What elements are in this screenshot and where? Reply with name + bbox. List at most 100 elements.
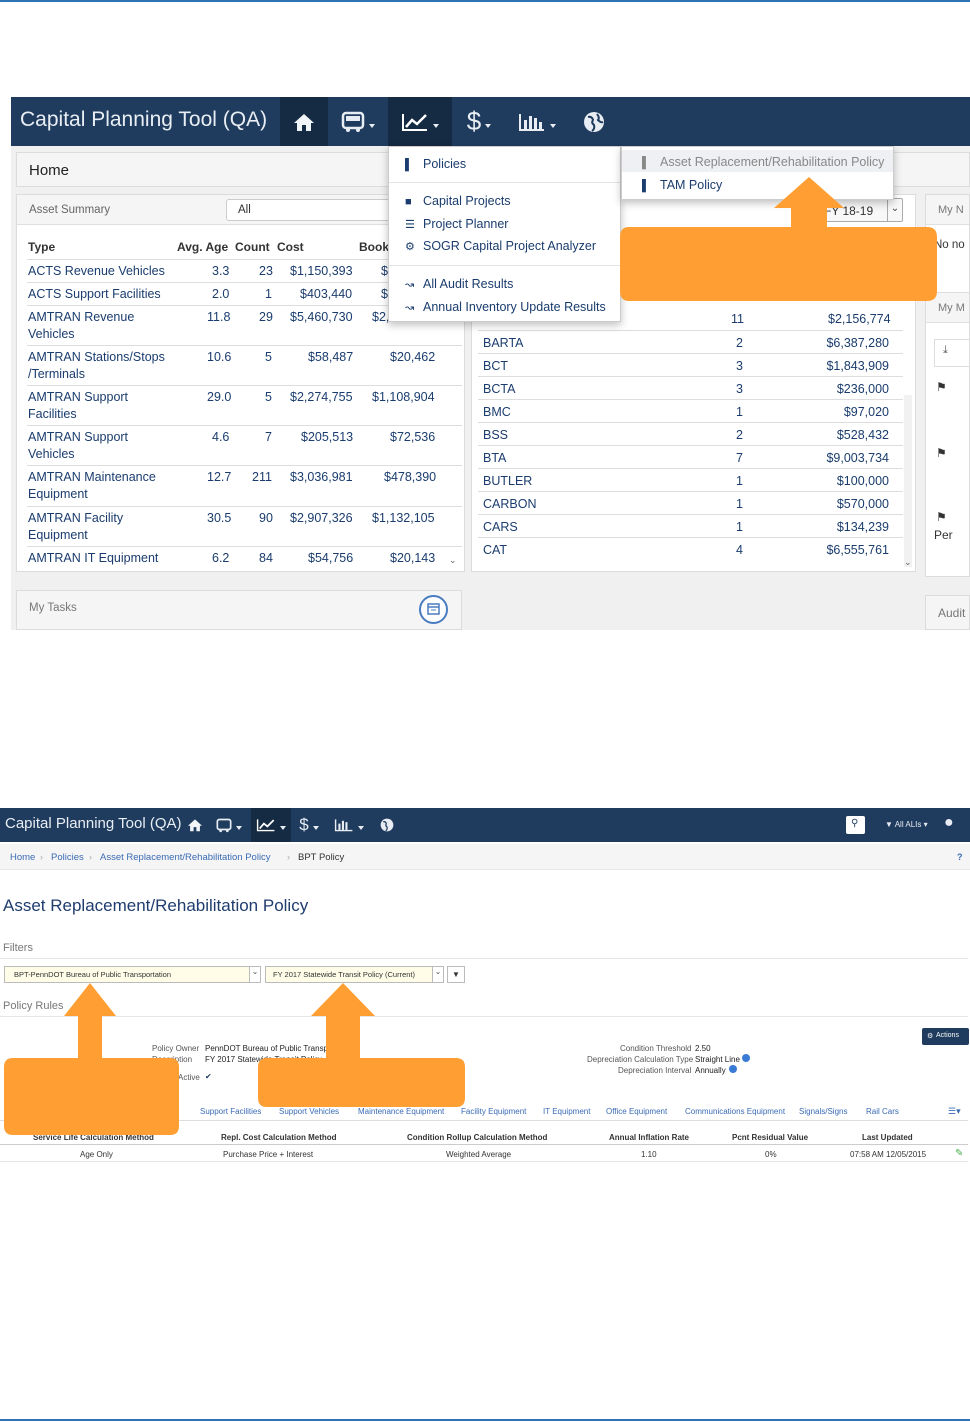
tab-8[interactable]: Rail Cars	[866, 1107, 899, 1116]
menu-item-arp-policy[interactable]: ▌ Asset Replacement/Rehabilitation Policy	[642, 155, 885, 169]
tab-0[interactable]: Support Facilities	[200, 1107, 262, 1116]
cogs-icon: ⚙	[405, 241, 415, 253]
tab-4[interactable]: IT Equipment	[543, 1107, 591, 1116]
info-icon[interactable]	[729, 1065, 737, 1073]
org-row[interactable]: BCTA 3 $236,000	[478, 376, 903, 399]
list-menu-icon[interactable]: ☰▾	[948, 1106, 961, 1116]
org-row[interactable]: BTA 7 $9,003,734	[478, 445, 903, 468]
calendar-icon[interactable]	[419, 595, 448, 624]
app-brand[interactable]: Capital Planning Tool (QA)	[20, 108, 268, 131]
search-icon[interactable]: ⚲	[846, 816, 865, 834]
table-cell: 0%	[765, 1150, 777, 1159]
menu-item-sogr[interactable]: ⚙ SOGR Capital Project Analyzer	[405, 239, 596, 253]
bar-chart-icon[interactable]	[507, 97, 567, 146]
tab-6[interactable]: Communications Equipment	[685, 1107, 786, 1116]
user-icon[interactable]: ●	[944, 814, 954, 831]
actions-button[interactable]: ⚙ Actions	[922, 1028, 969, 1045]
table-row[interactable]: AMTRAN Stations/Stops/Terminals 10.6 5 $58,…	[27, 345, 462, 385]
help-icon[interactable]: ?	[957, 852, 963, 862]
org-row[interactable]: BARTA 2 $6,387,280	[478, 330, 903, 353]
org-row[interactable]: CARS 1 $134,239	[478, 514, 903, 537]
bus-icon[interactable]	[214, 808, 244, 842]
column-header[interactable]: Repl. Cost Calculation Method	[221, 1133, 337, 1142]
edit-icon[interactable]: ✎	[955, 1148, 964, 1159]
menu-item-tam-policy[interactable]: ▌ TAM Policy	[642, 178, 723, 192]
table-row[interactable]: AMTRAN Support Vehicles 4.6 7 $205,513 $72,53…	[27, 425, 462, 465]
filter-icon[interactable]: ▼	[447, 966, 465, 983]
audit-panel: Audit	[925, 595, 970, 630]
org-row[interactable]: BSS 2 $528,432	[478, 422, 903, 445]
org-row[interactable]: BMC 1 $97,020	[478, 399, 903, 422]
table-row[interactable]: AMTRAN Revenue Vehicles 11.8 29 $5,460,730 $2…	[27, 305, 462, 345]
chevron-down-icon[interactable]: ⌄	[249, 966, 261, 983]
scroll-down-icon[interactable]: ⌄	[904, 557, 912, 567]
col-type[interactable]: Type	[28, 240, 56, 254]
table-row[interactable]: ACTS Support Facilities 2.0 1 $403,440 $	[27, 282, 462, 305]
menu-item-policies[interactable]: ▌ Policies	[405, 157, 467, 171]
tab-3[interactable]: Facility Equipment	[461, 1107, 527, 1116]
menu-item-project-planner[interactable]: ☰ Project Planner	[405, 217, 509, 231]
org-row[interactable]: CAT 4 $6,555,761	[478, 537, 903, 560]
table-row[interactable]: AMTRAN Support Facilities 29.0 5 $2,274,755 $…	[27, 385, 462, 425]
bar-chart-icon[interactable]	[333, 808, 365, 842]
column-header[interactable]: Service Life Calculation Method	[33, 1133, 154, 1142]
breadcrumb-policies[interactable]: Policies	[51, 852, 84, 863]
download-icon[interactable]: ⤓	[934, 339, 970, 367]
chart-line-icon[interactable]	[251, 808, 291, 842]
ali-filter[interactable]: ▼ All ALIs ▾	[885, 820, 928, 829]
scrollbar[interactable]	[904, 395, 912, 567]
filter-icon: ▼	[885, 820, 893, 829]
dollar-icon[interactable]: $	[296, 808, 322, 842]
column-header[interactable]: Pcnt Residual Value	[732, 1133, 809, 1142]
table-cell: 07:58 AM 12/05/2015	[850, 1150, 927, 1159]
planning-dropdown-menu: ▌ Policies ■ Capital Projects ☰ Project Pla…	[388, 146, 621, 322]
breadcrumb-home[interactable]: Home	[10, 852, 36, 863]
breadcrumb-current: BPT Policy	[298, 852, 345, 863]
tab-2[interactable]: Maintenance Equipment	[358, 1107, 445, 1116]
page-title: Asset Replacement/Rehabilitation Policy	[3, 896, 309, 915]
menu-item-audit-results[interactable]: ↝ All Audit Results	[405, 277, 514, 291]
globe-icon[interactable]	[377, 808, 397, 842]
dollar-icon[interactable]: $	[453, 97, 505, 146]
list-icon: ☰	[405, 219, 415, 231]
col-count[interactable]: Count	[235, 240, 270, 254]
table-row[interactable]: AMTRAN Maintenance Equipment 12.7 211 $3,036…	[27, 465, 462, 506]
chevron-down-icon[interactable]: ⌄	[887, 199, 902, 221]
breadcrumb-arp[interactable]: Asset Replacement/Rehabilitation Policy	[100, 852, 271, 863]
home-icon[interactable]	[280, 97, 328, 146]
org-row[interactable]: BUTLER 1 $100,000	[478, 468, 903, 491]
gear-icon: ⚙	[927, 1033, 934, 1040]
table-row[interactable]: AMTRAN IT Equipment 6.2 84 $54,756 $20,143	[27, 546, 462, 569]
tab-7[interactable]: Signals/Signs	[799, 1107, 848, 1116]
table-row[interactable]: AMTRAN Facility Equipment 30.5 90 $2,907,326…	[27, 506, 462, 546]
column-header[interactable]: Last Updated	[862, 1133, 913, 1142]
org-row[interactable]: BCT 3 $1,843,909	[478, 353, 903, 376]
page-title: Home	[29, 162, 70, 179]
flag-icon: ⚑	[936, 446, 947, 460]
table-cell: Weighted Average	[446, 1150, 512, 1159]
tab-1[interactable]: Support Vehicles	[279, 1107, 340, 1116]
table-row[interactable]: ACTS Revenue Vehicles 3.3 23 $1,150,393 $	[27, 259, 462, 282]
col-book[interactable]: Book	[359, 240, 389, 254]
org-row[interactable]: CARBON 1 $570,000	[478, 491, 903, 514]
col-avg-age[interactable]: Avg. Age	[177, 240, 229, 254]
page-bottom-rule	[0, 1419, 970, 1421]
column-header[interactable]: Condition Rollup Calculation Method	[407, 1133, 548, 1142]
home-icon[interactable]	[182, 808, 208, 842]
app-brand[interactable]: Capital Planning Tool (QA)	[5, 815, 182, 832]
table-cell: Age Only	[80, 1150, 113, 1159]
menu-item-capital-projects[interactable]: ■ Capital Projects	[405, 194, 511, 208]
globe-icon[interactable]	[579, 97, 609, 146]
bus-icon[interactable]	[329, 97, 387, 146]
policy-rules-label: Policy Rules	[3, 1000, 64, 1012]
chevron-down-icon[interactable]: ⌄	[432, 966, 444, 983]
policy-select[interactable]: FY 2017 Statewide Transit Policy (Curren…	[265, 966, 433, 983]
column-header[interactable]: Annual Inflation Rate	[609, 1133, 689, 1142]
chart-line-icon[interactable]	[388, 97, 452, 146]
col-cost[interactable]: Cost	[277, 240, 304, 254]
info-icon[interactable]	[742, 1054, 750, 1062]
scroll-down-icon[interactable]: ⌄	[449, 555, 457, 565]
tab-5[interactable]: Office Equipment	[606, 1107, 668, 1116]
menu-item-inventory-results[interactable]: ↝ Annual Inventory Update Results	[405, 300, 606, 314]
organization-select[interactable]: BPT-PennDOT Bureau of Public Transportat…	[4, 966, 260, 983]
